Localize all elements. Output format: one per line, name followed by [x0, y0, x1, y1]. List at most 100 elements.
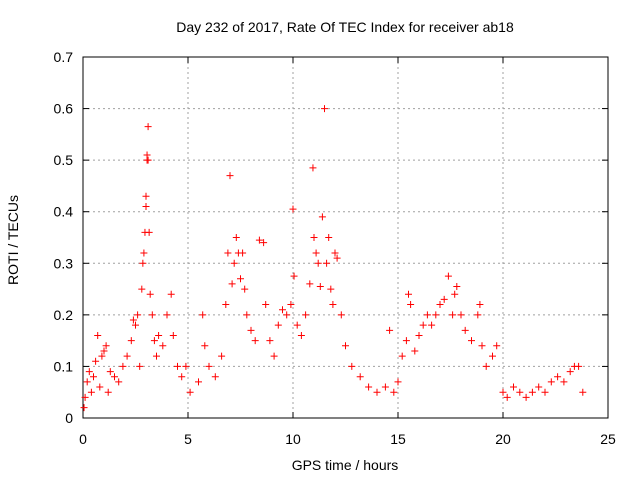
grid-lines — [83, 57, 608, 418]
data-point — [493, 342, 501, 350]
x-tick-labels: 0 5 10 15 20 25 — [79, 431, 616, 447]
data-point — [302, 311, 310, 319]
data-point — [402, 337, 410, 345]
y-axis-label: ROTI / TECUs — [5, 195, 21, 285]
data-point — [90, 373, 97, 381]
chart-title: Day 232 of 2017, Rate Of TEC Index for r… — [176, 19, 514, 35]
data-point — [178, 373, 186, 381]
data-point — [478, 342, 486, 350]
data-point — [83, 378, 91, 386]
data-point — [386, 326, 394, 334]
data-point — [148, 311, 156, 319]
data-point — [453, 282, 461, 290]
data-point — [428, 321, 436, 329]
data-point — [228, 280, 236, 288]
data-point — [102, 342, 110, 350]
data-point — [222, 301, 230, 309]
data-point — [394, 378, 402, 386]
data-point — [342, 342, 349, 350]
data-point — [201, 342, 209, 350]
data-point — [461, 326, 469, 334]
data-point — [139, 259, 147, 267]
data-point — [111, 373, 118, 381]
data-point — [560, 378, 568, 386]
data-point — [100, 347, 108, 355]
data-point — [255, 236, 263, 244]
data-point — [143, 151, 151, 159]
data-point — [323, 259, 331, 267]
data-point — [444, 272, 452, 280]
data-point — [94, 331, 102, 339]
data-point — [270, 352, 278, 360]
x-tick-label: 25 — [600, 431, 616, 447]
data-point — [146, 290, 154, 298]
x-tick-label: 20 — [495, 431, 511, 447]
data-point — [205, 362, 213, 370]
data-point — [237, 275, 244, 283]
data-point — [541, 388, 549, 396]
data-point — [436, 301, 444, 309]
data-point — [290, 272, 298, 280]
data-point — [476, 301, 484, 309]
data-point — [309, 164, 317, 172]
data-point — [266, 337, 274, 345]
x-axis-label: GPS time / hours — [292, 457, 399, 473]
data-point — [115, 378, 123, 386]
data-point — [306, 280, 314, 288]
data-point — [106, 368, 114, 376]
data-point — [127, 337, 135, 345]
data-point — [579, 388, 587, 396]
data-point — [144, 123, 152, 131]
data-point — [318, 213, 326, 221]
data-point — [153, 352, 160, 360]
data-point — [174, 362, 181, 370]
x-tick-label: 15 — [390, 431, 406, 447]
data-point — [167, 290, 175, 298]
y-tick-label: 0 — [65, 410, 73, 426]
data-point — [232, 234, 240, 241]
y-tick-label: 0.5 — [54, 152, 74, 168]
data-point — [312, 249, 320, 257]
data-point — [211, 373, 219, 381]
data-point — [489, 352, 496, 360]
data-point — [155, 331, 163, 339]
data-point — [218, 352, 226, 360]
data-point — [129, 316, 137, 324]
data-point — [199, 311, 207, 319]
data-point — [405, 290, 412, 298]
x-tick-label: 0 — [79, 431, 87, 447]
data-point — [145, 228, 153, 236]
data-point — [241, 285, 249, 293]
data-point — [186, 388, 194, 396]
y-tick-label: 0.4 — [54, 204, 74, 220]
data-point — [499, 388, 507, 396]
data-point — [262, 301, 270, 309]
y-tick-label: 0.2 — [54, 307, 74, 323]
y-tick-label: 0.7 — [54, 49, 74, 65]
data-point — [411, 347, 419, 355]
data-point — [87, 388, 95, 396]
data-point — [134, 311, 142, 319]
y-tick-label: 0.6 — [54, 101, 74, 117]
data-point — [251, 337, 259, 345]
data-point — [182, 362, 190, 370]
data-point — [230, 259, 238, 267]
data-point — [457, 311, 465, 319]
y-tick-label: 0.1 — [54, 358, 74, 374]
data-point — [279, 306, 286, 314]
data-point — [123, 352, 131, 360]
data-point — [337, 311, 345, 319]
data-point — [333, 254, 341, 262]
data-point — [316, 282, 324, 290]
x-tick-label: 10 — [285, 431, 301, 447]
data-point — [468, 337, 475, 345]
data-point — [274, 321, 282, 329]
data-point — [80, 404, 88, 412]
data-point — [293, 321, 301, 329]
data-point — [329, 301, 337, 309]
data-point — [415, 331, 423, 339]
data-point — [398, 352, 406, 360]
data-point — [451, 290, 459, 298]
y-tick-label: 0.3 — [54, 255, 74, 271]
